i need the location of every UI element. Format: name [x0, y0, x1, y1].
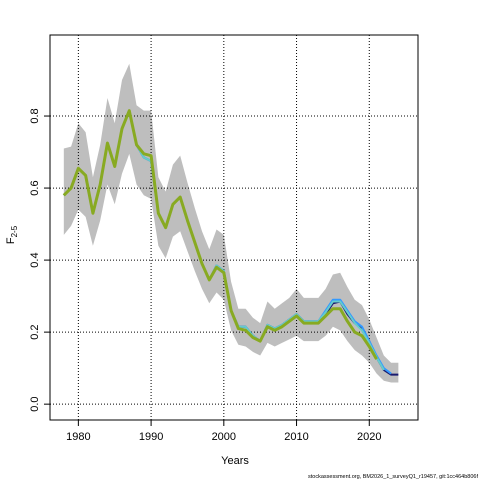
x-tick-label: 1990 — [139, 431, 163, 443]
y-tick-label: 0.8 — [29, 108, 41, 123]
x-tick-label: 1980 — [66, 431, 90, 443]
y-axis-label-sub: 2-5 — [10, 225, 19, 237]
confidence-band — [63, 63, 399, 383]
x-tick-label: 2020 — [357, 431, 381, 443]
plot-frame — [49, 34, 419, 421]
y-tick-label: 0.0 — [29, 397, 41, 412]
y-tick-label: 0.4 — [29, 252, 41, 267]
x-tick-label: 2000 — [212, 431, 236, 443]
y-tick-label: 0.6 — [29, 180, 41, 195]
footer: stockassessment.org, BM2026_1_surveyQ1_r… — [308, 474, 478, 480]
y-axis-label-main: F — [5, 237, 17, 244]
y-axis-label: F2-5 — [5, 225, 19, 244]
y-tick-label: 0.2 — [29, 324, 41, 339]
x-axis-label: Years — [221, 455, 249, 467]
series-line — [62, 109, 378, 360]
x-tick-label: 2010 — [284, 431, 308, 443]
